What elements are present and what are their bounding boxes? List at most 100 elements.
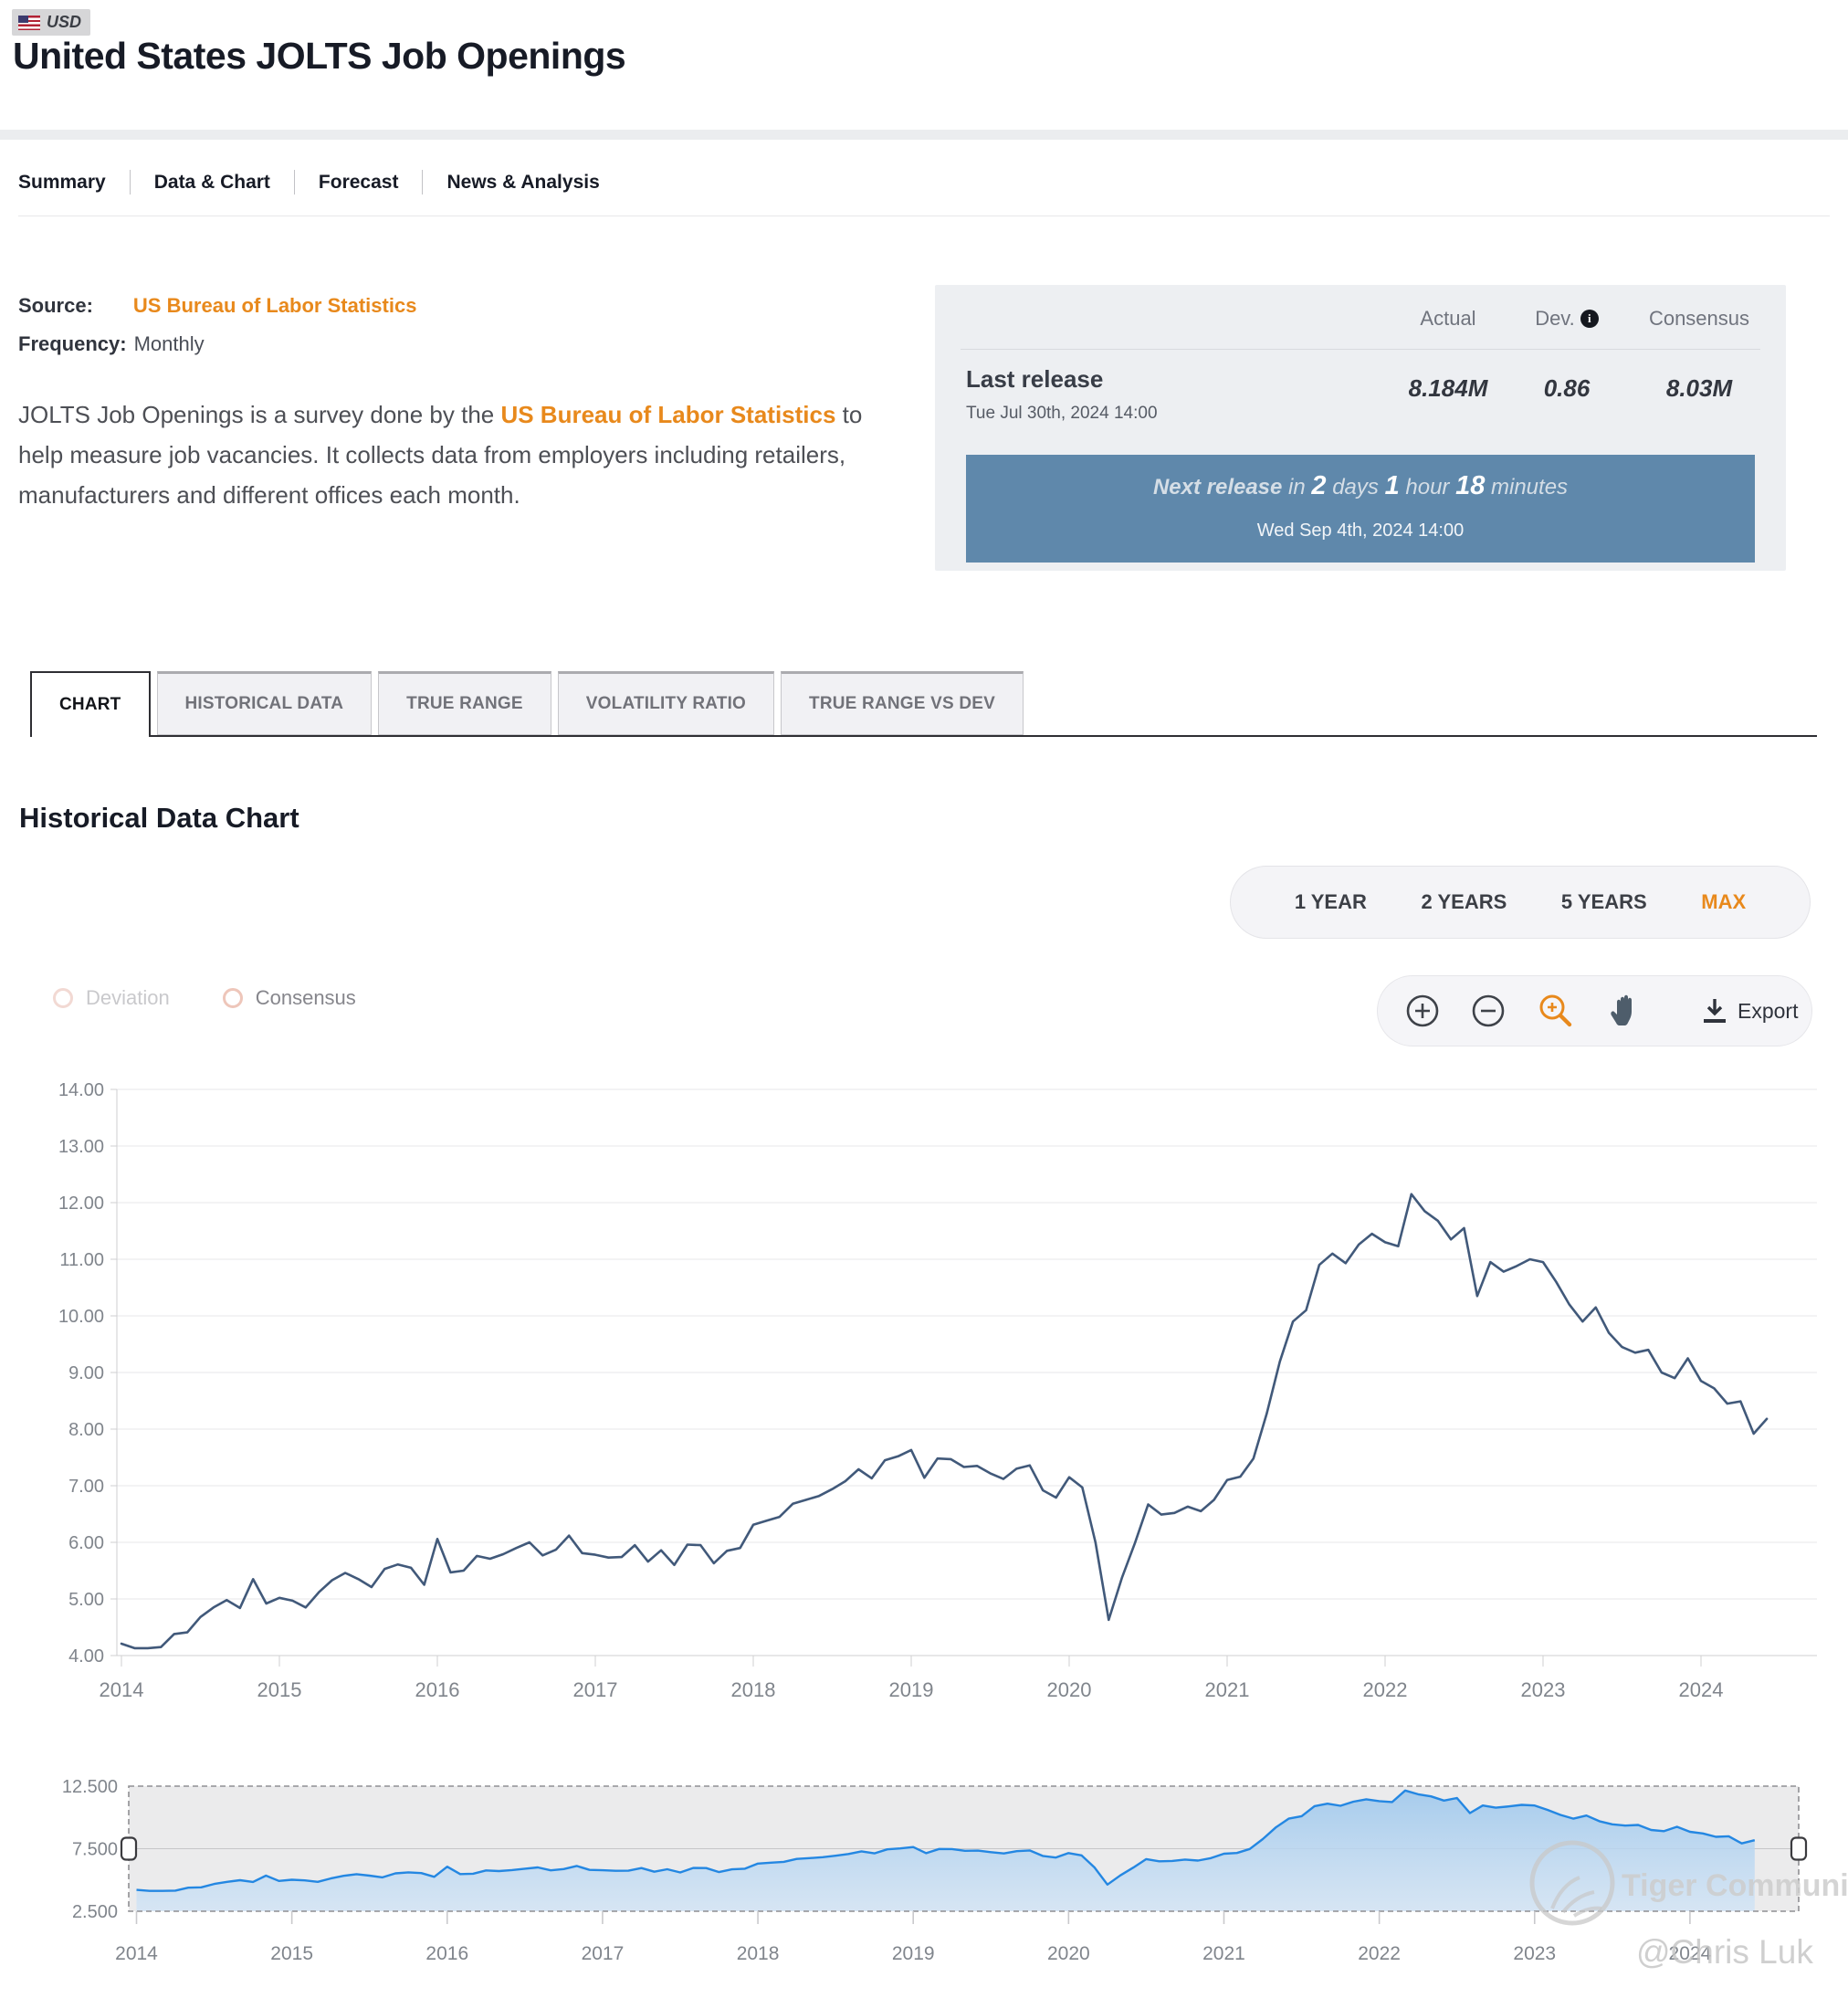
x-axis-label: 2021 bbox=[1205, 1678, 1250, 1701]
panel-divider bbox=[961, 349, 1760, 350]
export-label: Export bbox=[1738, 998, 1799, 1023]
x-axis-label: 2017 bbox=[573, 1678, 618, 1701]
y-axis-label: 8.00 bbox=[68, 1420, 104, 1440]
countdown-hours: 1 bbox=[1384, 471, 1400, 500]
series-line bbox=[120, 1193, 1769, 1650]
column-header-actual: Actual bbox=[1420, 307, 1476, 330]
next-release-countdown: Next release in 2 days 1 hour 18 minutes bbox=[966, 471, 1755, 501]
y-axis-label: 13.00 bbox=[58, 1137, 104, 1157]
tab-true-range[interactable]: TRUE RANGE bbox=[378, 671, 551, 735]
header-divider-strip bbox=[0, 130, 1848, 140]
page-title: United States JOLTS Job Openings bbox=[13, 35, 626, 77]
y-axis-label: 10.00 bbox=[58, 1307, 104, 1327]
frequency-value: Monthly bbox=[133, 332, 205, 355]
last-release-label: Last release bbox=[966, 365, 1104, 393]
column-header-dev: Dev. i bbox=[1503, 307, 1631, 331]
nav-item-summary[interactable]: Summary bbox=[18, 171, 106, 193]
range-2-years[interactable]: 2 YEARS bbox=[1421, 890, 1507, 913]
x-axis-label: 2015 bbox=[257, 1678, 302, 1701]
range-5-years[interactable]: 5 YEARS bbox=[1560, 890, 1647, 913]
navigator-line bbox=[136, 1789, 1756, 1892]
nav-item-forecast[interactable]: Forecast bbox=[318, 171, 399, 193]
user-watermark: @Chris Luk bbox=[1636, 1933, 1813, 1971]
zoom-in-icon[interactable] bbox=[1403, 992, 1442, 1030]
zoom-out-icon[interactable] bbox=[1469, 992, 1507, 1030]
legend-toggle-deviation[interactable]: Deviation bbox=[53, 986, 170, 1010]
export-button[interactable]: Export bbox=[1699, 995, 1798, 1026]
x-axis-label: 2024 bbox=[1679, 1678, 1724, 1701]
tab-volatility-ratio[interactable]: VOLATILITY RATIO bbox=[557, 671, 775, 735]
currency-code: USD bbox=[47, 13, 82, 31]
zoom-selection-icon[interactable] bbox=[1535, 990, 1577, 1032]
navigator-x-label: 2014 bbox=[115, 1943, 158, 1964]
navigator-x-label: 2021 bbox=[1202, 1943, 1245, 1964]
legend-label: Deviation bbox=[86, 986, 170, 1009]
y-axis-label: 7.00 bbox=[68, 1477, 104, 1497]
chart-section-title: Historical Data Chart bbox=[19, 802, 299, 834]
tab-historical-data[interactable]: HISTORICAL DATA bbox=[156, 671, 373, 735]
y-axis-label: 11.00 bbox=[59, 1250, 104, 1270]
countdown-text: minutes bbox=[1485, 475, 1569, 500]
release-panel: Actual Dev. i Consensus Last release Tue… bbox=[935, 285, 1786, 571]
pan-hand-icon[interactable] bbox=[1604, 991, 1644, 1031]
description-text: to help measure job vacancies. It collec… bbox=[18, 401, 863, 509]
y-axis-label: 14.00 bbox=[58, 1080, 104, 1100]
chart-toolbar: Export bbox=[1377, 975, 1812, 1046]
countdown-text: hour bbox=[1399, 475, 1456, 500]
tab-chart[interactable]: CHART bbox=[30, 671, 151, 737]
navigator-handle-right[interactable] bbox=[1790, 1836, 1808, 1861]
range-max[interactable]: MAX bbox=[1701, 890, 1747, 913]
frequency-row: Frequency: Monthly bbox=[18, 332, 205, 356]
navigator-x-label: 2015 bbox=[270, 1943, 313, 1964]
tiger-logo-icon bbox=[1529, 1840, 1615, 1926]
range-1-year[interactable]: 1 YEAR bbox=[1294, 890, 1367, 913]
actual-value: 8.184M bbox=[1408, 374, 1488, 402]
navigator-x-label: 2019 bbox=[892, 1943, 935, 1964]
frequency-label: Frequency: bbox=[18, 332, 127, 355]
navigator-x-label: 2022 bbox=[1358, 1943, 1401, 1964]
description-source-link[interactable]: US Bureau of Labor Statistics bbox=[500, 401, 836, 428]
nav-separator bbox=[293, 170, 295, 195]
tab-true-range-vs-dev[interactable]: TRUE RANGE VS DEV bbox=[781, 671, 1024, 735]
navigator-y-label: 7.500 bbox=[72, 1840, 118, 1860]
y-axis-label: 4.00 bbox=[68, 1646, 104, 1667]
y-axis-label: 5.00 bbox=[68, 1590, 104, 1610]
source-row: Source: US Bureau of Labor Statistics bbox=[18, 294, 416, 318]
column-header-consensus: Consensus bbox=[1648, 307, 1750, 330]
countdown-text: in bbox=[1282, 475, 1312, 500]
indicator-description: JOLTS Job Openings is a survey done by t… bbox=[18, 394, 886, 515]
description-text: JOLTS Job Openings is a survey done by t… bbox=[18, 401, 501, 428]
info-icon[interactable]: i bbox=[1580, 310, 1599, 328]
nav-item-data-chart[interactable]: Data & Chart bbox=[153, 171, 270, 193]
navigator-x-label: 2017 bbox=[582, 1943, 625, 1964]
countdown-minutes: 18 bbox=[1455, 471, 1486, 500]
next-release-date: Wed Sep 4th, 2024 14:00 bbox=[1256, 521, 1465, 541]
navigator-x-label: 2020 bbox=[1047, 1943, 1090, 1964]
y-axis-label: 12.00 bbox=[58, 1194, 104, 1214]
x-axis-label: 2016 bbox=[415, 1678, 460, 1701]
last-release-date: Tue Jul 30th, 2024 14:00 bbox=[966, 404, 1158, 423]
x-axis-label: 2022 bbox=[1363, 1678, 1408, 1701]
navigator-y-label: 2.500 bbox=[72, 1902, 118, 1922]
top-navigation: Summary Data & Chart Forecast News & Analys… bbox=[18, 170, 600, 195]
consensus-value: 8.03M bbox=[1665, 374, 1733, 402]
y-axis-label: 9.00 bbox=[68, 1363, 104, 1383]
x-axis-label: 2014 bbox=[100, 1678, 144, 1701]
legend-ring-icon bbox=[222, 988, 243, 1008]
source-link[interactable]: US Bureau of Labor Statistics bbox=[132, 294, 417, 317]
countdown-text: days bbox=[1326, 475, 1385, 500]
navigator-x-label: 2024 bbox=[1669, 1943, 1712, 1964]
navigator-handle-left[interactable] bbox=[120, 1836, 138, 1861]
nav-item-news-analysis[interactable]: News & Analysis bbox=[446, 171, 600, 193]
tiger-logo-icon bbox=[1550, 1876, 1602, 1918]
time-range-selector: 1 YEAR 2 YEARS 5 YEARS MAX bbox=[1230, 866, 1811, 939]
legend-toggle-consensus[interactable]: Consensus bbox=[222, 986, 356, 1010]
dev-label: Dev. bbox=[1535, 307, 1575, 330]
navigator-area bbox=[136, 1790, 1755, 1911]
us-flag-icon bbox=[18, 15, 40, 30]
source-label: Source: bbox=[18, 294, 93, 317]
navigator-chart: 12.500 7.500 2.500 2014 2015 2016 2017 2018 2019… bbox=[62, 1777, 1808, 1964]
legend-ring-icon bbox=[53, 988, 73, 1008]
countdown-days: 2 bbox=[1311, 471, 1327, 500]
